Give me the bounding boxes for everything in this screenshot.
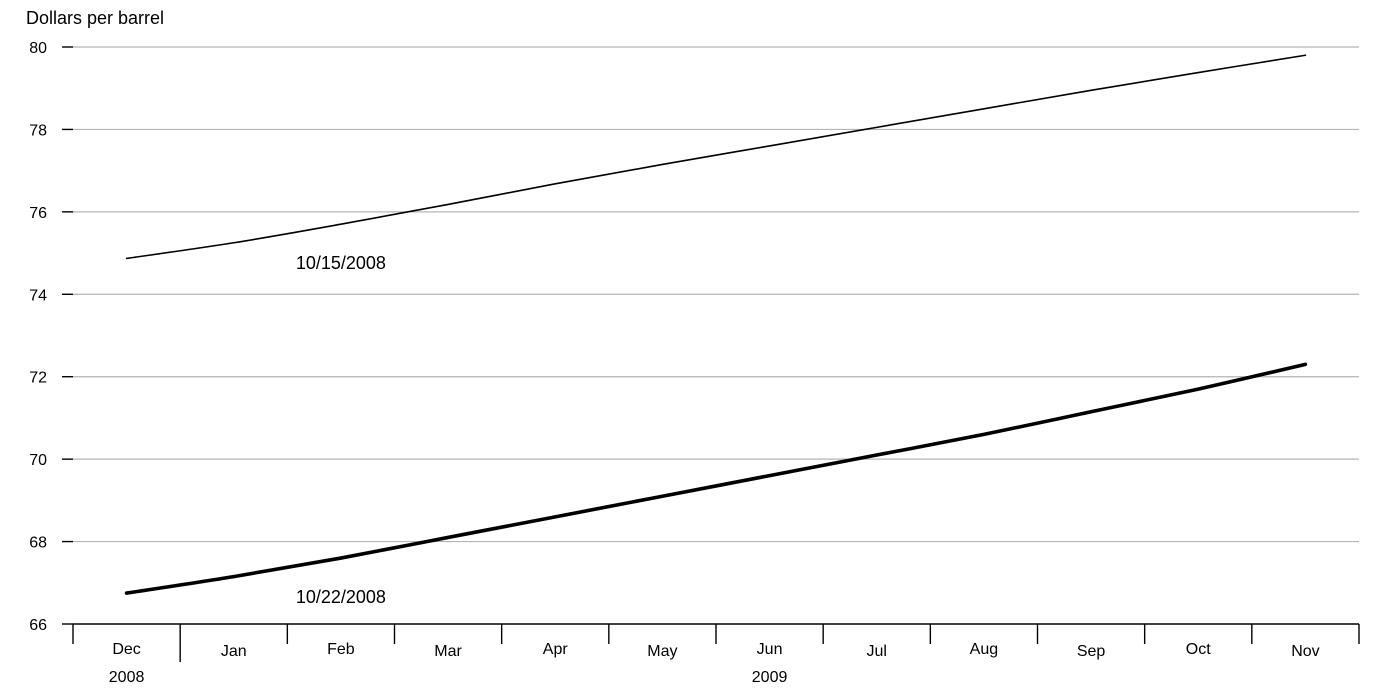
grid-lines <box>73 46 1359 543</box>
x-tick-label: Jul <box>867 643 887 660</box>
x-axis: Dec Jan Feb Mar Apr May Jun Jul Aug Sep Oct Nov 2008… <box>72 623 1360 686</box>
x-tick-label: May <box>647 643 677 660</box>
y-tick-label: 76 <box>29 205 47 222</box>
x-tick-label: Sep <box>1077 643 1106 660</box>
series-label-2: 10/22/2008 <box>296 587 386 607</box>
series-lines <box>124 54 1308 595</box>
y-tick-label: 70 <box>29 452 47 469</box>
x-tick-label: Apr <box>543 641 569 658</box>
x-tick-label: Dec <box>112 641 140 658</box>
x-tick-label: Feb <box>327 641 355 658</box>
y-tick-label: 72 <box>29 370 47 387</box>
series-line-2 <box>124 362 1308 595</box>
x-year-label: 2009 <box>752 669 788 686</box>
x-tick-label: Oct <box>1186 641 1211 658</box>
y-tick-label: 74 <box>29 287 47 304</box>
y-tick-label: 80 <box>29 40 47 57</box>
y-axis: 66 68 70 72 74 76 78 80 <box>29 40 73 634</box>
x-tick-label: Jun <box>757 641 783 658</box>
series-label-1: 10/15/2008 <box>296 253 386 273</box>
x-tick-label: Nov <box>1291 643 1319 660</box>
x-tick-label: Aug <box>970 641 998 658</box>
y-tick-label: 78 <box>29 122 47 139</box>
y-tick-label: 66 <box>29 617 47 634</box>
y-tick-label: 68 <box>29 535 47 552</box>
series-line-1 <box>125 54 1307 260</box>
x-tick-label: Mar <box>434 643 462 660</box>
x-tick-label: Jan <box>221 643 247 660</box>
series-labels: 10/15/2008 10/22/2008 <box>296 253 386 607</box>
x-year-label: 2008 <box>109 669 145 686</box>
y-axis-title: Dollars per barrel <box>26 8 164 28</box>
